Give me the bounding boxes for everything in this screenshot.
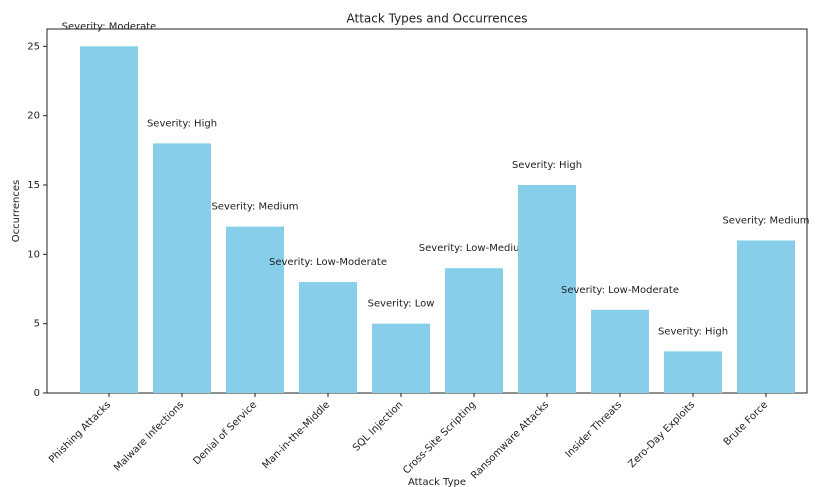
annotation: Severity: High [147,118,217,129]
x-tick-label: Denial of Service [191,399,259,467]
annotation: Severity: High [512,160,582,171]
x-tick-label: Malware Infections [112,399,186,473]
annotation: Severity: Low-Moderate [561,285,679,296]
bar [664,351,722,393]
x-tick-label: Brute Force [722,399,771,448]
bar [80,46,138,393]
y-tick-label: 5 [34,319,40,330]
bar [299,282,357,393]
bar [445,268,503,393]
bar [153,143,211,393]
y-tick-label: 20 [27,111,40,122]
x-tick-label: SQL Injection [351,399,405,453]
annotation: Severity: Low-Moderate [269,257,387,268]
y-tick-label: 0 [34,388,40,399]
bar [737,240,795,393]
y-tick-label: 10 [27,249,40,260]
x-tick-label: Cross-Site Scripting [401,399,478,476]
annotation: Severity: High [658,326,728,337]
x-tick-label: Man-in-the-Middle [260,399,332,471]
bar [226,226,284,393]
y-tick-label: 25 [27,41,40,52]
x-tick-label: Phishing Attacks [47,399,113,465]
x-tick-label: Zero-Day Exploits [626,399,697,470]
annotation: Severity: Medium [211,202,298,213]
bar [591,309,649,393]
annotation: Severity: Medium [722,215,809,226]
y-tick-label: 15 [27,180,40,191]
x-tick-label: Ransomware Attacks [469,399,551,481]
bar [372,323,430,393]
chart-title: Attack Types and Occurrences [346,12,527,26]
x-axis-label: Attack Type [408,477,466,487]
y-axis-label: Occurrences [11,180,22,242]
x-tick-label: Insider Threats [564,399,625,460]
annotation: Severity: Low-Medium [419,243,529,254]
annotation: Severity: Low [368,299,435,310]
bar [518,185,576,393]
annotation: Severity: Moderate [62,21,157,32]
